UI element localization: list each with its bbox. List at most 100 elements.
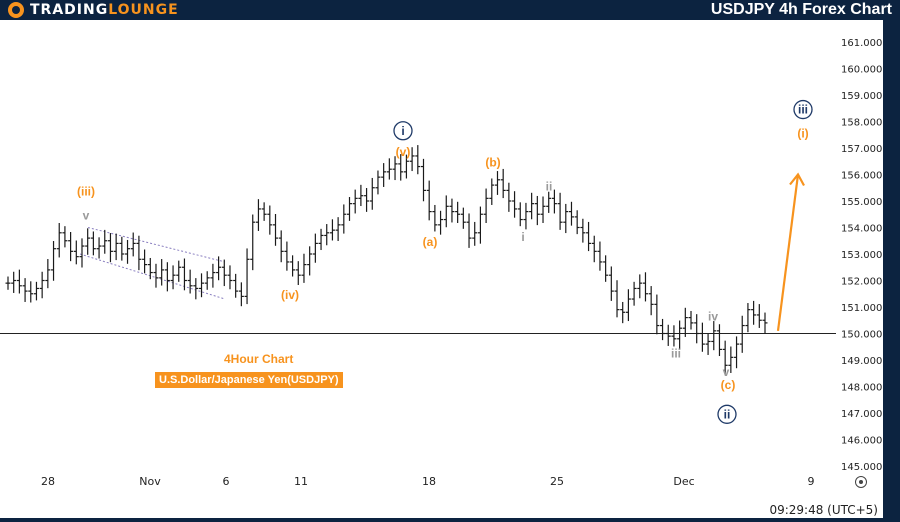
ohlc-bar: [494, 171, 500, 195]
y-tick-label: 159.000: [841, 91, 882, 102]
y-tick-label: 147.000: [841, 409, 882, 420]
ohlc-bar: [398, 154, 404, 181]
ohlc-bar: [221, 259, 227, 287]
settings-gear-icon[interactable]: [855, 476, 867, 488]
ohlc-bar: [386, 158, 392, 180]
ohlc-bar: [392, 156, 398, 181]
ohlc-bar: [119, 236, 125, 261]
ohlc-bar: [324, 224, 330, 246]
ohlc-bar: [381, 163, 387, 187]
x-tick-label: Dec: [673, 475, 694, 488]
ohlc-bar: [238, 282, 244, 307]
ohlc-bar: [705, 333, 711, 355]
logo-icon: [8, 2, 24, 18]
ohlc-bar: [728, 346, 734, 373]
wave-label: ii: [724, 407, 731, 421]
ohlc-bar: [193, 278, 199, 300]
wave-circle: [793, 99, 813, 120]
ohlc-bar: [637, 274, 643, 299]
ohlc-bar: [734, 336, 740, 369]
ohlc-bar: [181, 258, 187, 291]
wave-label: iv: [708, 309, 718, 323]
ohlc-bar: [546, 191, 552, 213]
wave-label: (b): [485, 156, 500, 170]
y-tick-label: 158.000: [841, 118, 882, 129]
ohlc-bar: [625, 289, 631, 322]
header-bar: TRADINGLOUNGE USDJPY 4h Forex Chart: [0, 0, 900, 20]
ohlc-bar: [432, 204, 438, 232]
wave-circle: [393, 121, 413, 141]
y-tick-label: 157.000: [841, 144, 882, 155]
ohlc-bar: [255, 199, 261, 231]
ohlc-bar: [267, 205, 273, 235]
wave-label: (iv): [281, 288, 299, 302]
ohlc-bar: [688, 310, 694, 330]
ohlc-bar: [574, 210, 580, 235]
ohlc-bar: [113, 233, 119, 261]
ohlc-bar: [534, 195, 540, 226]
ohlc-bar: [261, 202, 267, 221]
ohlc-bar: [96, 237, 102, 259]
ohlc-bar: [517, 202, 523, 227]
ohlc-bar: [500, 168, 506, 199]
ohlc-bar: [654, 294, 660, 335]
y-tick-label: 148.000: [841, 383, 882, 394]
x-tick-label: 11: [294, 475, 308, 488]
ohlc-bar: [745, 303, 751, 333]
y-tick-label: 149.000: [841, 356, 882, 367]
ohlc-bar: [170, 265, 176, 290]
wave-label: v: [83, 209, 90, 223]
y-tick-label: 150.000: [841, 330, 882, 341]
ohlc-bar: [716, 324, 722, 357]
ohlc-bar: [529, 192, 535, 220]
wave-label: (a): [423, 235, 438, 249]
wave-label: (v): [396, 145, 411, 159]
ohlc-bar: [187, 269, 193, 294]
ohlc-bar: [11, 271, 17, 293]
ohlc-bar: [62, 226, 68, 248]
ohlc-bar: [284, 241, 290, 271]
y-tick-label: 156.000: [841, 171, 882, 182]
ohlc-bar: [403, 154, 409, 179]
ohlc-bar: [107, 233, 113, 263]
ohlc-bar: [125, 239, 131, 264]
wave-label: (i): [797, 126, 808, 140]
projection-line: [776, 174, 800, 331]
x-tick-label: 9: [808, 475, 815, 488]
ohlc-bar: [642, 272, 648, 302]
ohlc-bar: [438, 210, 444, 235]
ohlc-bar: [307, 246, 313, 276]
ohlc-bar: [466, 213, 472, 248]
ohlc-bar: [483, 188, 489, 223]
ohlc-bar: [568, 201, 574, 226]
ohlc-bar: [409, 147, 415, 172]
x-tick-label: 6: [223, 475, 230, 488]
ohlc-bar: [580, 218, 586, 243]
ohlc-bar: [227, 265, 233, 290]
ohlc-bar: [33, 281, 39, 301]
ohlc-bar: [45, 259, 51, 289]
ohlc-bar: [341, 204, 347, 234]
x-axis: 28 Nov 6 11 18 25 Dec 9: [41, 475, 815, 488]
tradinglounge-logo: TRADINGLOUNGE: [8, 1, 179, 19]
ohlc-bar: [295, 261, 301, 286]
ohlc-bar: [159, 259, 165, 286]
frame-right: [883, 20, 900, 522]
ohlc-bar: [22, 278, 28, 302]
y-tick-label: 160.000: [841, 65, 882, 76]
ohlc-bar: [233, 273, 239, 298]
ohlc-bar: [216, 256, 222, 281]
ohlc-bar: [164, 262, 170, 292]
ohlc-bar: [335, 217, 341, 242]
ohlc-bar: [68, 232, 74, 262]
ohlc-bar: [762, 312, 768, 334]
ohlc-bar: [204, 271, 210, 290]
ohlc-bar: [426, 180, 432, 221]
y-tick-label: 154.000: [841, 224, 882, 235]
y-axis: 161.000 160.000 159.000 158.000 157.000 156.0…: [841, 38, 882, 473]
ohlc-bar: [210, 263, 216, 288]
ohlc-bar: [358, 184, 364, 207]
channel-lower: [79, 253, 226, 300]
